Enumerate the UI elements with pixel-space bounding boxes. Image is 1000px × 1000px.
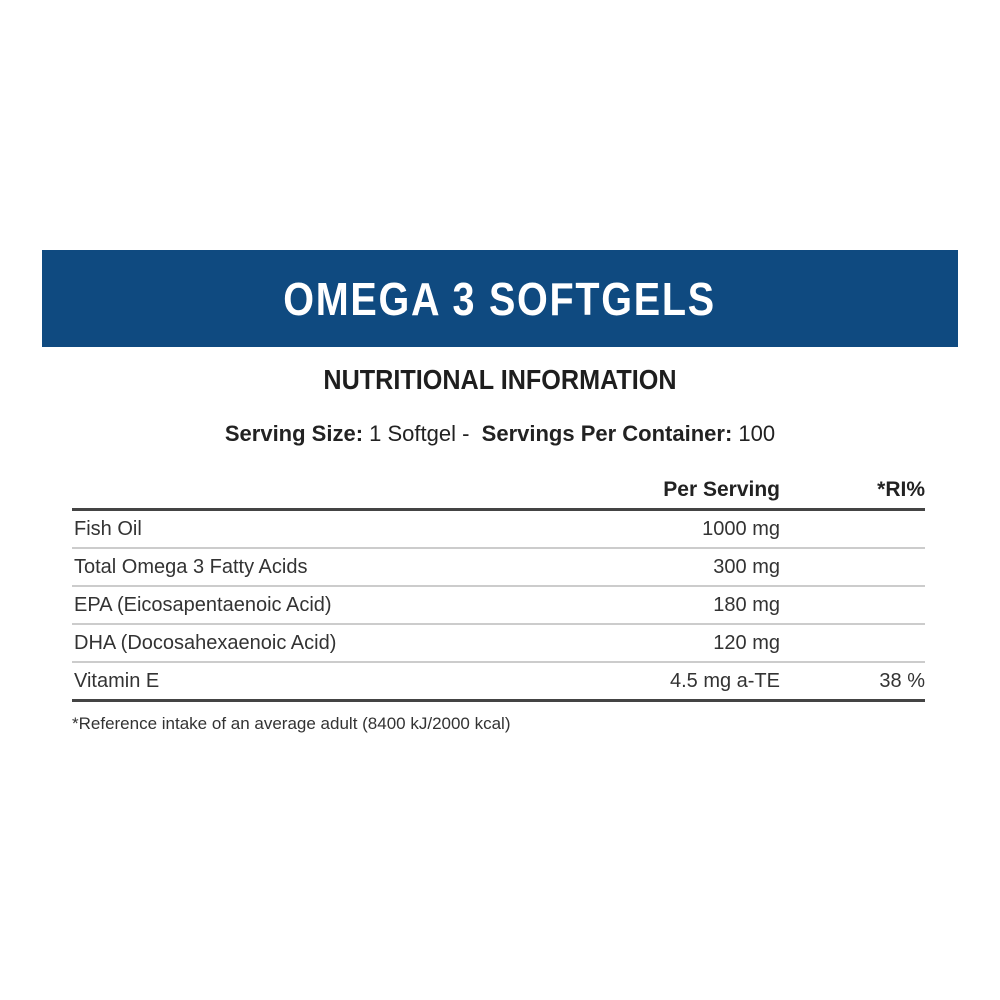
table-row: Fish Oil 1000 mg bbox=[72, 511, 925, 549]
table-row: Total Omega 3 Fatty Acids 300 mg bbox=[72, 549, 925, 587]
per-serving-value: 180 mg bbox=[713, 594, 780, 616]
header-ri: *RI% bbox=[877, 478, 925, 501]
nutrition-table: Per Serving *RI% Fish Oil 1000 mg Total Om… bbox=[72, 474, 925, 702]
nutrient-name: Vitamin E bbox=[74, 670, 160, 692]
nutrient-name: Fish Oil bbox=[74, 518, 142, 540]
product-title: OMEGA 3 SOFTGELS bbox=[283, 272, 717, 325]
per-serving-value: 120 mg bbox=[713, 632, 780, 654]
table-header: Per Serving *RI% bbox=[72, 474, 925, 511]
nutrient-name: EPA (Eicosapentaenoic Acid) bbox=[74, 594, 332, 616]
table-row: Vitamin E 4.5 mg a-TE 38 % bbox=[72, 663, 925, 702]
footnote: *Reference intake of an average adult (8… bbox=[72, 714, 511, 733]
table-row: EPA (Eicosapentaenoic Acid) 180 mg bbox=[72, 587, 925, 625]
serving-info: Serving Size: 1 Softgel - Servings Per C… bbox=[0, 421, 1000, 447]
table-row: DHA (Docosahexaenoic Acid) 120 mg bbox=[72, 625, 925, 663]
nutrient-name: DHA (Docosahexaenoic Acid) bbox=[74, 632, 337, 654]
per-serving-value: 300 mg bbox=[713, 556, 780, 578]
ri-value: 38 % bbox=[879, 670, 925, 692]
per-serving-value: 1000 mg bbox=[702, 518, 780, 540]
serving-size-value: 1 Softgel - bbox=[369, 421, 470, 446]
servings-per-container-label: Servings Per Container: bbox=[481, 421, 733, 446]
nutrient-name: Total Omega 3 Fatty Acids bbox=[74, 556, 308, 578]
servings-per-container-value: 100 bbox=[738, 421, 776, 446]
header-per-serving: Per Serving bbox=[663, 478, 780, 501]
title-banner: OMEGA 3 SOFTGELS bbox=[42, 250, 958, 347]
section-heading: NUTRITIONAL INFORMATION bbox=[323, 364, 677, 395]
serving-size-label: Serving Size: bbox=[224, 421, 364, 446]
per-serving-value: 4.5 mg a-TE bbox=[669, 670, 780, 692]
